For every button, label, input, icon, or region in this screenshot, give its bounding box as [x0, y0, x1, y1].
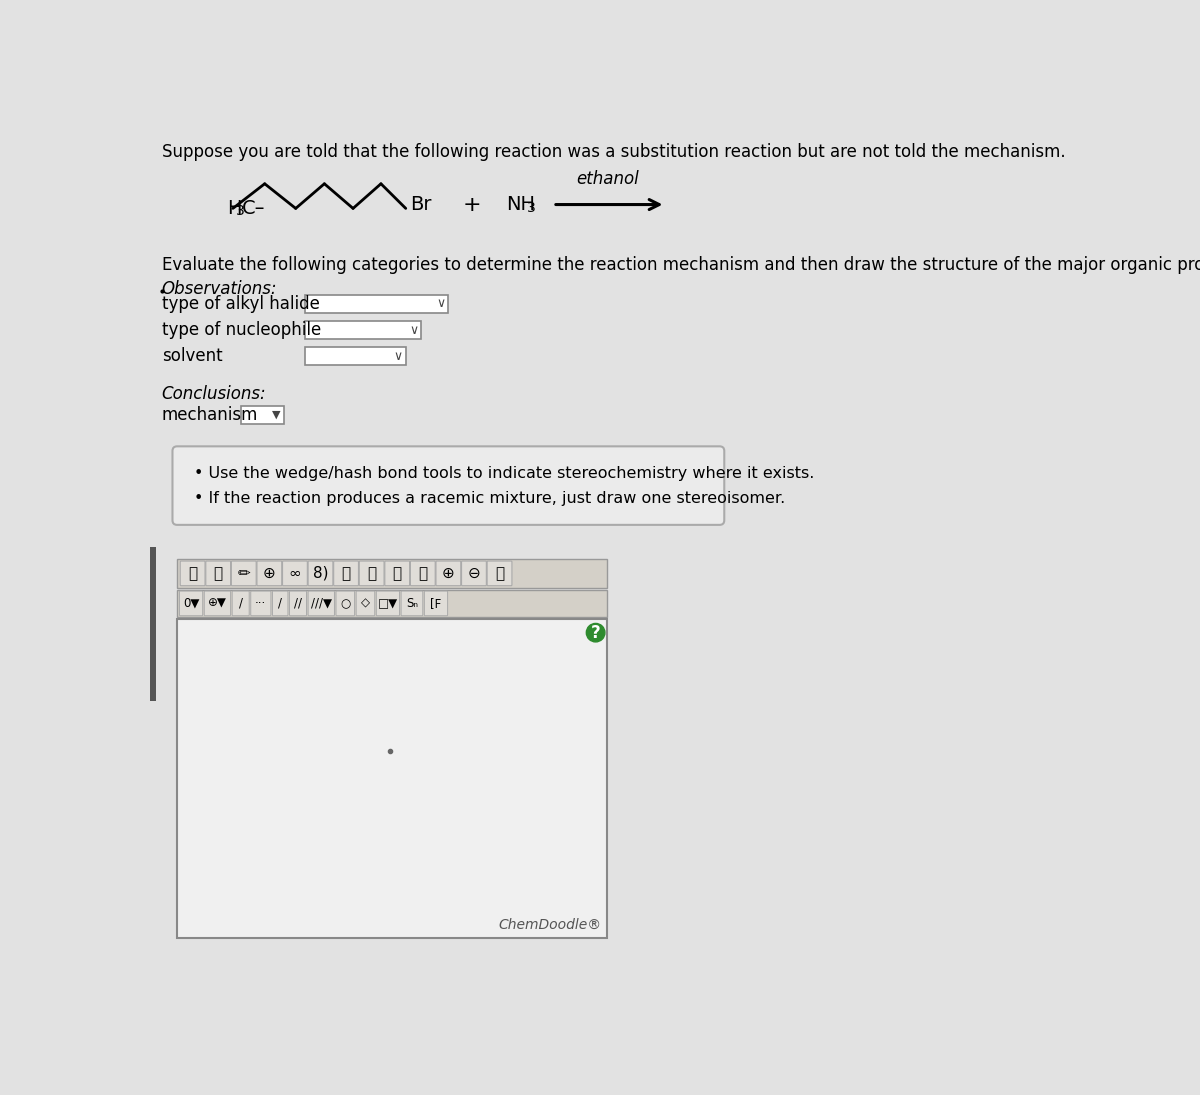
Text: +: +	[462, 195, 481, 215]
Text: ∨: ∨	[394, 349, 402, 362]
FancyBboxPatch shape	[272, 591, 288, 615]
Text: type of nucleophile: type of nucleophile	[162, 321, 320, 339]
Text: ⊕: ⊕	[442, 566, 455, 580]
FancyBboxPatch shape	[305, 295, 449, 313]
FancyBboxPatch shape	[173, 447, 725, 525]
Text: ···: ···	[256, 597, 266, 610]
Text: • Use the wedge/hash bond tools to indicate stereochemistry where it exists.: • Use the wedge/hash bond tools to indic…	[194, 466, 815, 482]
FancyBboxPatch shape	[385, 561, 409, 586]
Text: ∞: ∞	[288, 566, 301, 580]
Text: 3: 3	[236, 205, 245, 219]
Text: ⊖: ⊖	[468, 566, 480, 580]
FancyBboxPatch shape	[150, 548, 156, 701]
FancyBboxPatch shape	[289, 591, 306, 615]
FancyBboxPatch shape	[257, 561, 282, 586]
Text: ⌒: ⌒	[367, 566, 377, 580]
Text: 8): 8)	[313, 566, 329, 580]
Text: 📋: 📋	[419, 566, 427, 580]
FancyBboxPatch shape	[487, 561, 512, 586]
FancyBboxPatch shape	[336, 591, 355, 615]
Text: ⊕▼: ⊕▼	[208, 597, 227, 610]
Text: 🖐: 🖐	[188, 566, 197, 580]
FancyBboxPatch shape	[180, 591, 203, 615]
FancyBboxPatch shape	[334, 561, 359, 586]
Text: ∨: ∨	[436, 298, 445, 310]
Text: //: //	[294, 597, 302, 610]
FancyBboxPatch shape	[282, 561, 307, 586]
Text: Sₙ: Sₙ	[406, 597, 418, 610]
FancyBboxPatch shape	[178, 619, 607, 938]
FancyBboxPatch shape	[232, 591, 250, 615]
Text: /: /	[278, 597, 282, 610]
Text: ///▼: ///▼	[311, 597, 331, 610]
Text: 3: 3	[527, 200, 535, 215]
Text: Conclusions:: Conclusions:	[162, 385, 266, 403]
FancyBboxPatch shape	[241, 405, 284, 424]
Text: type of alkyl halide: type of alkyl halide	[162, 295, 319, 313]
Text: 0▼: 0▼	[182, 597, 199, 610]
Text: /: /	[239, 597, 242, 610]
Text: 🔧: 🔧	[494, 566, 504, 580]
FancyBboxPatch shape	[308, 591, 335, 615]
Text: C–: C–	[242, 199, 265, 218]
Text: [F: [F	[431, 597, 442, 610]
Text: • If the reaction produces a racemic mixture, just draw one stereoisomer.: • If the reaction produces a racemic mix…	[194, 491, 786, 506]
Text: ⌒: ⌒	[342, 566, 350, 580]
FancyBboxPatch shape	[204, 591, 230, 615]
Text: ✏: ✏	[238, 566, 250, 580]
Circle shape	[587, 623, 605, 642]
FancyBboxPatch shape	[251, 591, 271, 615]
FancyBboxPatch shape	[305, 321, 421, 339]
Text: Br: Br	[409, 195, 431, 214]
Text: solvent: solvent	[162, 347, 222, 366]
Text: H: H	[228, 199, 242, 218]
Text: ?: ?	[590, 624, 600, 642]
FancyBboxPatch shape	[178, 558, 607, 588]
FancyBboxPatch shape	[359, 561, 384, 586]
Text: Observations:: Observations:	[162, 280, 277, 298]
Text: □▼: □▼	[378, 597, 398, 610]
Text: Evaluate the following categories to determine the reaction mechanism and then d: Evaluate the following categories to det…	[162, 256, 1200, 274]
FancyBboxPatch shape	[462, 561, 486, 586]
Text: Suppose you are told that the following reaction was a substitution reaction but: Suppose you are told that the following …	[162, 143, 1066, 161]
Text: ChemDoodle®: ChemDoodle®	[498, 919, 601, 932]
FancyBboxPatch shape	[410, 561, 436, 586]
Text: NH: NH	[506, 195, 535, 214]
FancyBboxPatch shape	[180, 561, 205, 586]
FancyBboxPatch shape	[206, 561, 230, 586]
Text: ∨: ∨	[409, 323, 418, 336]
Text: ethanol: ethanol	[576, 170, 638, 188]
Text: ▼: ▼	[272, 410, 281, 419]
Text: 🔑: 🔑	[214, 566, 223, 580]
FancyBboxPatch shape	[377, 591, 400, 615]
Text: 🐊: 🐊	[392, 566, 402, 580]
Text: mechanism: mechanism	[162, 406, 258, 424]
FancyBboxPatch shape	[425, 591, 448, 615]
FancyBboxPatch shape	[305, 347, 406, 366]
FancyBboxPatch shape	[436, 561, 461, 586]
FancyBboxPatch shape	[232, 561, 256, 586]
FancyBboxPatch shape	[308, 561, 332, 586]
FancyBboxPatch shape	[178, 589, 607, 618]
Text: ◇: ◇	[361, 597, 370, 610]
FancyBboxPatch shape	[401, 591, 422, 615]
Text: ⊕: ⊕	[263, 566, 276, 580]
FancyBboxPatch shape	[356, 591, 374, 615]
Text: ○: ○	[340, 597, 350, 610]
